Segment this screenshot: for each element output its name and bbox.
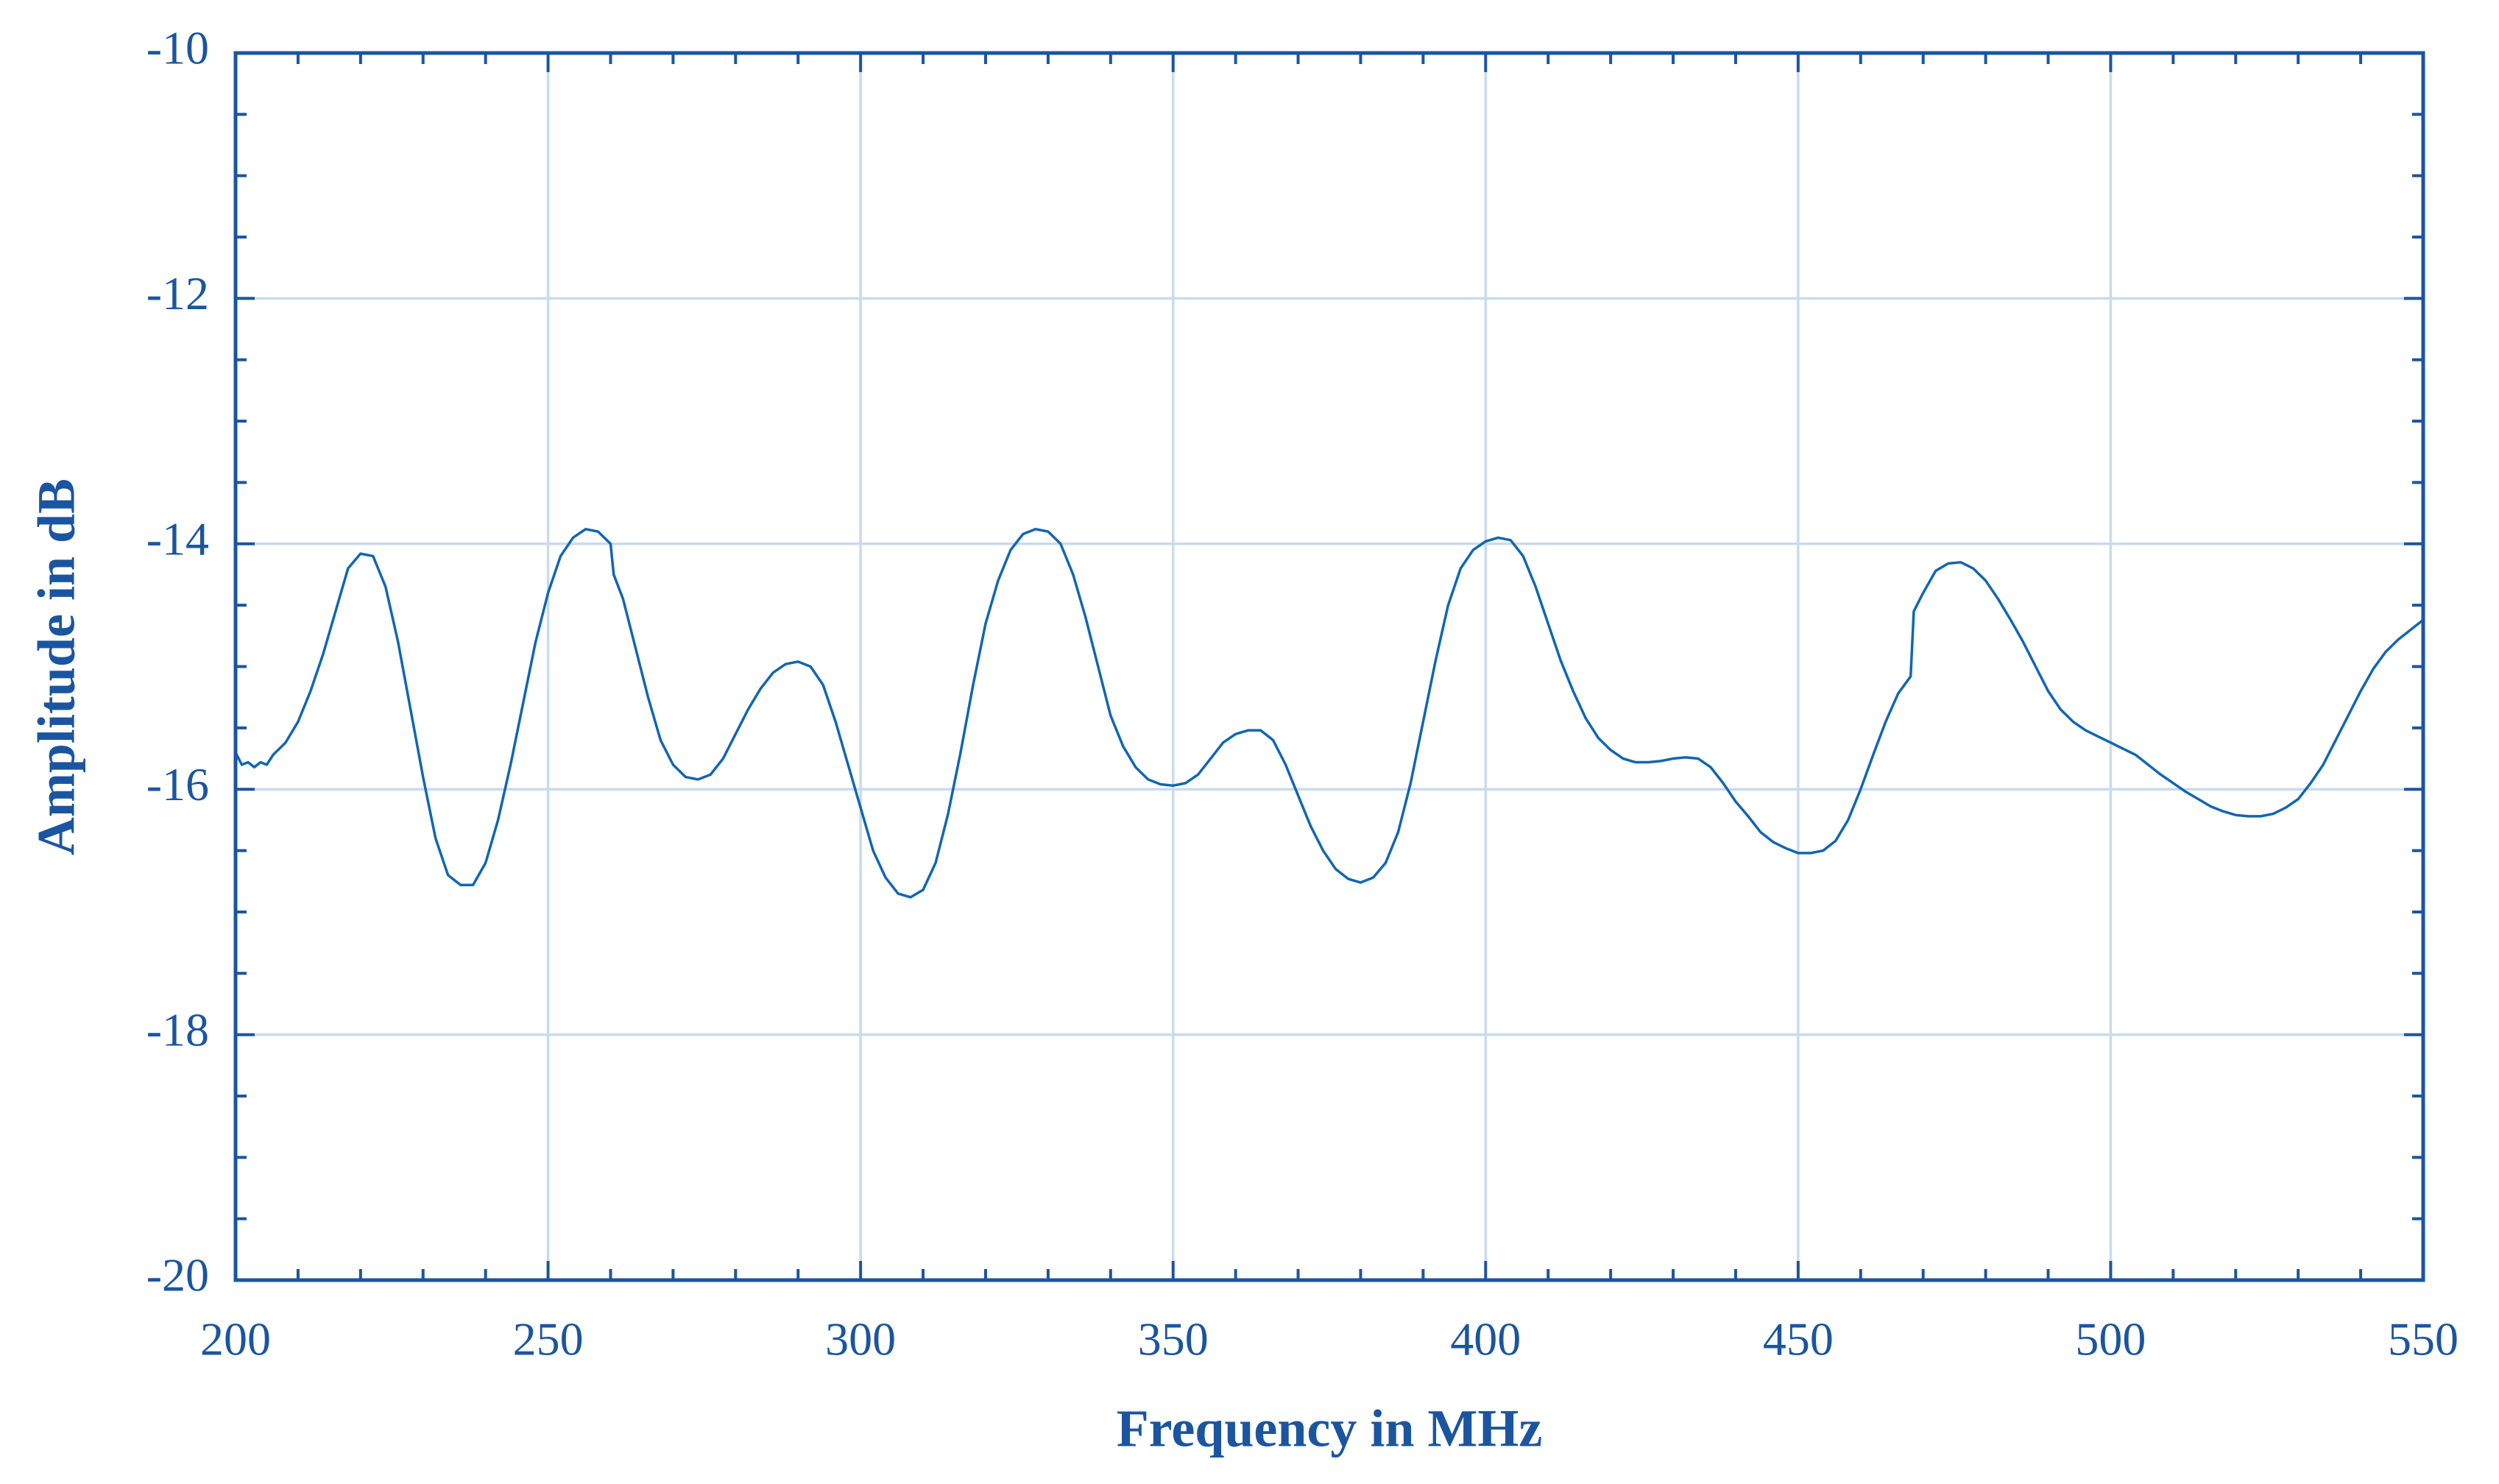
- x-tick-label: 200: [200, 1313, 271, 1365]
- y-tick-label: -16: [146, 758, 209, 810]
- y-tick-label: -10: [146, 22, 209, 74]
- x-tick-label: 500: [2075, 1313, 2146, 1365]
- y-axis-label: Amplitude in dB: [27, 478, 86, 855]
- x-tick-label: 300: [825, 1313, 896, 1365]
- x-tick-label: 250: [513, 1313, 584, 1365]
- x-axis-label: Frequency in MHz: [1117, 1399, 1543, 1458]
- x-tick-label: 550: [2388, 1313, 2459, 1365]
- x-tick-label: 350: [1138, 1313, 1209, 1365]
- y-tick-label: -14: [146, 512, 209, 565]
- y-tick-label: -12: [146, 267, 209, 319]
- axes: 200 250 300 350 400 450 500 550 -20 -18 -16 -14 -12 -…: [146, 22, 2459, 1365]
- data-line: [234, 528, 2425, 899]
- plot: [234, 528, 2425, 899]
- y-tick-label: -20: [146, 1249, 209, 1301]
- x-tick-label: 450: [1763, 1313, 1834, 1365]
- y-tick-label: -18: [146, 1003, 209, 1056]
- plot-frame: [233, 51, 2425, 1282]
- x-tick-label: 400: [1450, 1313, 1521, 1365]
